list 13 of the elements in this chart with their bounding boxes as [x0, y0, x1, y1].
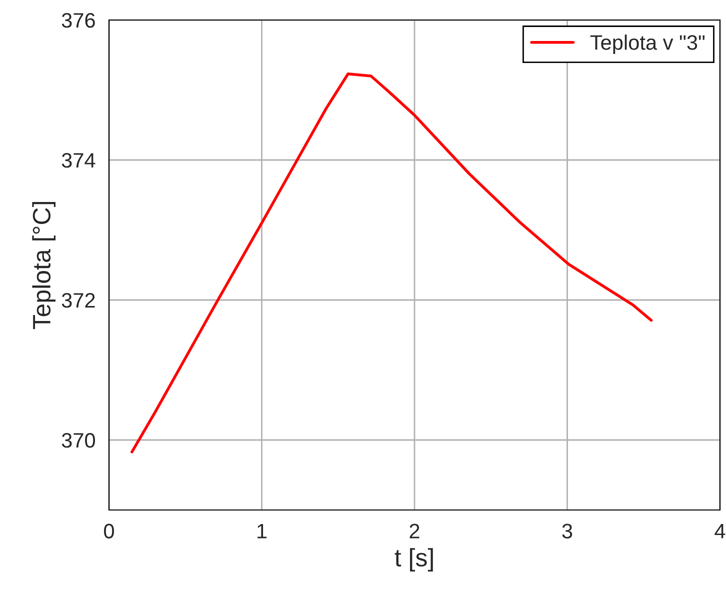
x-tick-label: 1 [258, 524, 267, 538]
x-tick-label: 2 [410, 524, 420, 538]
y-tick-label: 374 [62, 153, 96, 168]
y-tick-label: 376 [62, 13, 95, 28]
x-tick-label: 3 [562, 524, 572, 538]
y-tick-label: 372 [62, 293, 95, 308]
y-tick-label: 370 [62, 433, 95, 448]
x-tick-label: 0 [104, 524, 114, 538]
line-series [130, 72, 653, 454]
x-axis-title: t [s] [394, 548, 433, 572]
legend-label: Teplota v "3" [590, 34, 705, 54]
y-axis-title: Teplota [°C] [32, 202, 56, 330]
x-tick-label: 4 [714, 524, 726, 538]
